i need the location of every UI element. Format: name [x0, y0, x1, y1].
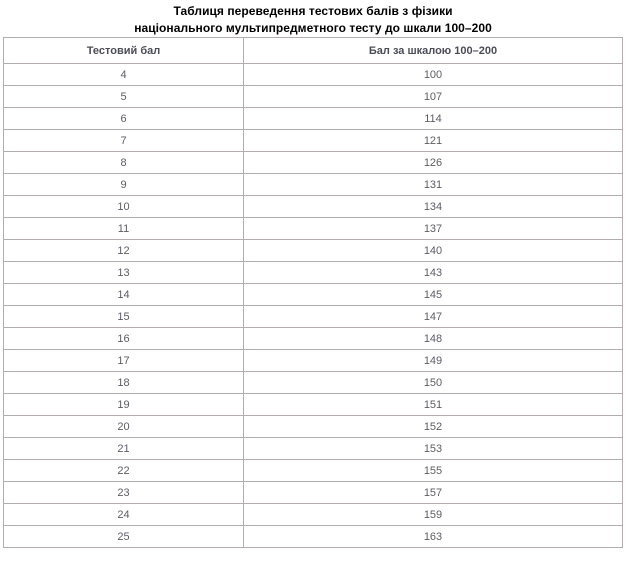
table-body: 4 100 5 107 6 114 7 121 8 126 9 131 10 134 11 137 12 140 1…	[3, 63, 623, 548]
table-row: 25 163	[3, 525, 623, 548]
table-row: 11 137	[3, 217, 623, 240]
cell-scaled-score: 147	[243, 305, 623, 328]
table-row: 18 150	[3, 371, 623, 394]
cell-test-score: 18	[3, 371, 244, 394]
cell-test-score: 14	[3, 283, 244, 306]
table-row: 14 145	[3, 283, 623, 306]
score-conversion-table-wrapper: Тестовий бал Бал за шкалою 100–200 4 100 5…	[3, 37, 623, 548]
table-row: 10 134	[3, 195, 623, 218]
cell-test-score: 25	[3, 525, 244, 548]
cell-scaled-score: 140	[243, 239, 623, 262]
cell-test-score: 8	[3, 151, 244, 174]
cell-scaled-score: 148	[243, 327, 623, 350]
table-row: 16 148	[3, 327, 623, 350]
cell-scaled-score: 159	[243, 503, 623, 526]
page-title-line-1: Таблиця переведення тестових балів з фіз…	[173, 4, 453, 18]
column-header-scaled-score: Бал за шкалою 100–200	[243, 37, 623, 64]
cell-test-score: 23	[3, 481, 244, 504]
table-row: 5 107	[3, 85, 623, 108]
cell-scaled-score: 121	[243, 129, 623, 152]
cell-test-score: 12	[3, 239, 244, 262]
page-title-line-2: національного мультипредметного тесту до…	[134, 21, 492, 35]
cell-test-score: 19	[3, 393, 244, 416]
cell-test-score: 11	[3, 217, 244, 240]
cell-scaled-score: 150	[243, 371, 623, 394]
cell-scaled-score: 134	[243, 195, 623, 218]
table-row: 21 153	[3, 437, 623, 460]
table-row: 24 159	[3, 503, 623, 526]
table-row: 4 100	[3, 63, 623, 86]
score-conversion-table: Тестовий бал Бал за шкалою 100–200 4 100 5…	[3, 37, 623, 548]
table-header: Тестовий бал Бал за шкалою 100–200	[3, 37, 623, 64]
table-row: 15 147	[3, 305, 623, 328]
cell-scaled-score: 114	[243, 107, 623, 130]
cell-test-score: 4	[3, 63, 244, 86]
table-row: 9 131	[3, 173, 623, 196]
cell-scaled-score: 137	[243, 217, 623, 240]
cell-test-score: 22	[3, 459, 244, 482]
cell-test-score: 17	[3, 349, 244, 372]
cell-scaled-score: 149	[243, 349, 623, 372]
cell-scaled-score: 157	[243, 481, 623, 504]
cell-scaled-score: 151	[243, 393, 623, 416]
cell-test-score: 13	[3, 261, 244, 284]
cell-test-score: 21	[3, 437, 244, 460]
page-title: Таблиця переведення тестових балів з фіз…	[0, 0, 626, 37]
column-header-test-score: Тестовий бал	[3, 37, 244, 64]
table-row: 20 152	[3, 415, 623, 438]
cell-test-score: 15	[3, 305, 244, 328]
table-row: 8 126	[3, 151, 623, 174]
cell-scaled-score: 126	[243, 151, 623, 174]
cell-scaled-score: 143	[243, 261, 623, 284]
cell-scaled-score: 107	[243, 85, 623, 108]
table-row: 19 151	[3, 393, 623, 416]
table-header-row: Тестовий бал Бал за шкалою 100–200	[3, 37, 623, 64]
cell-test-score: 5	[3, 85, 244, 108]
cell-scaled-score: 163	[243, 525, 623, 548]
table-row: 22 155	[3, 459, 623, 482]
cell-scaled-score: 100	[243, 63, 623, 86]
cell-scaled-score: 153	[243, 437, 623, 460]
cell-test-score: 6	[3, 107, 244, 130]
cell-scaled-score: 131	[243, 173, 623, 196]
cell-test-score: 10	[3, 195, 244, 218]
table-row: 13 143	[3, 261, 623, 284]
cell-test-score: 24	[3, 503, 244, 526]
cell-scaled-score: 155	[243, 459, 623, 482]
cell-scaled-score: 152	[243, 415, 623, 438]
table-row: 7 121	[3, 129, 623, 152]
cell-scaled-score: 145	[243, 283, 623, 306]
table-row: 17 149	[3, 349, 623, 372]
table-row: 6 114	[3, 107, 623, 130]
cell-test-score: 20	[3, 415, 244, 438]
table-row: 23 157	[3, 481, 623, 504]
cell-test-score: 9	[3, 173, 244, 196]
table-row: 12 140	[3, 239, 623, 262]
cell-test-score: 7	[3, 129, 244, 152]
cell-test-score: 16	[3, 327, 244, 350]
